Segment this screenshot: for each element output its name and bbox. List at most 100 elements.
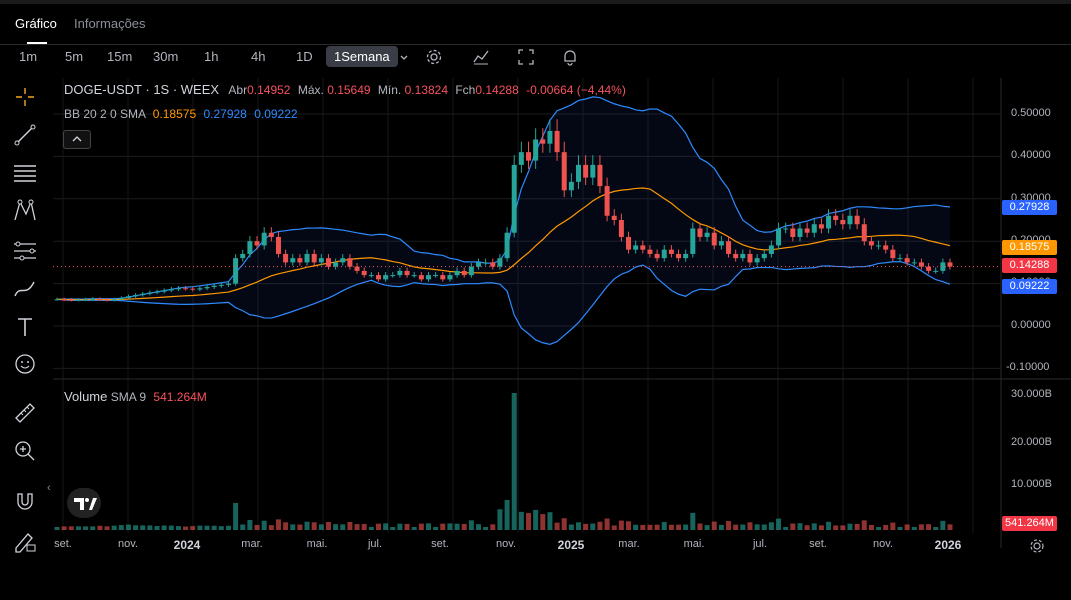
candle-body <box>911 262 917 264</box>
volume-bar <box>818 525 824 530</box>
candle-body <box>811 224 817 233</box>
candle-body <box>304 253 310 263</box>
timeframe-4h[interactable]: 4h <box>251 49 266 64</box>
volume-bar <box>90 526 96 530</box>
collapse-sidebar-icon[interactable]: ‹ <box>47 482 51 494</box>
indicators-icon[interactable] <box>471 47 491 67</box>
candle-body <box>418 275 424 280</box>
volume-bar <box>275 519 281 530</box>
candle-body <box>733 253 739 259</box>
brush-icon[interactable] <box>12 276 38 302</box>
candle-body <box>75 299 81 301</box>
timeframe-15m[interactable]: 15m <box>107 49 133 64</box>
top-strip <box>0 0 1071 4</box>
volume-bar <box>876 527 882 530</box>
volume-bar <box>118 525 124 530</box>
time-tick: set. <box>54 538 72 550</box>
candle-body <box>140 293 146 296</box>
candle-body <box>833 215 839 220</box>
volume-bar <box>711 521 717 530</box>
candle-body <box>697 228 703 237</box>
volume-bar <box>83 526 89 530</box>
price-tick: 0.40000 <box>1011 149 1051 161</box>
volume-bar <box>611 525 617 530</box>
tab-chart[interactable]: Gráfico <box>15 16 57 31</box>
volume-bar <box>483 527 489 530</box>
crosshair-icon[interactable] <box>12 84 38 110</box>
trend-line-icon[interactable] <box>12 122 38 148</box>
candle-body <box>840 220 846 225</box>
volume-bar <box>133 525 139 530</box>
price-tick: 0.00000 <box>1011 319 1051 331</box>
candle-body <box>147 292 153 294</box>
candle-body <box>433 275 439 277</box>
candle-body <box>454 270 460 276</box>
volume-bar <box>304 521 310 530</box>
volume-bar <box>104 526 110 530</box>
volume-bar <box>61 526 67 530</box>
tradingview-logo[interactable] <box>67 488 101 518</box>
chevron-down-icon[interactable] <box>397 47 411 67</box>
horizontal-lines-icon[interactable] <box>12 160 38 186</box>
candle-body <box>168 289 174 291</box>
settings-gear-icon[interactable] <box>1028 537 1046 555</box>
volume-bar <box>161 525 167 530</box>
volume-bar <box>511 393 517 530</box>
lock-drawing-icon[interactable] <box>12 528 38 554</box>
candle-body <box>883 245 889 250</box>
timeframe-1d[interactable]: 1D <box>296 49 313 64</box>
alert-bell-icon[interactable] <box>560 47 580 67</box>
volume-bar <box>254 525 260 530</box>
candle-body <box>947 262 953 267</box>
ruler-icon[interactable] <box>12 400 38 426</box>
volume-bar <box>811 523 817 530</box>
zoom-in-icon[interactable] <box>12 438 38 464</box>
candle-body <box>540 139 546 144</box>
volume-bar <box>261 520 267 530</box>
candle-body <box>375 275 381 280</box>
volume-bar <box>183 526 189 530</box>
candle-body <box>918 262 924 267</box>
volume-bar <box>647 524 653 530</box>
candle-body <box>183 288 189 290</box>
prediction-icon[interactable] <box>12 238 38 264</box>
magnet-icon[interactable] <box>12 488 38 514</box>
volume-sma-value: 541.264M <box>153 390 207 404</box>
timeframe-1m[interactable]: 1m <box>19 49 38 64</box>
timeframe-1h[interactable]: 1h <box>204 49 219 64</box>
candle-body <box>54 299 60 301</box>
emoji-icon[interactable] <box>12 351 38 377</box>
timeframe-1week[interactable]: 1Semana <box>326 46 398 67</box>
candle-body <box>504 232 510 259</box>
candle-body <box>597 164 603 187</box>
volume-bar <box>768 522 774 530</box>
candle-body <box>626 236 632 250</box>
time-tick: jul. <box>367 538 383 550</box>
timeframe-5m[interactable]: 5m <box>65 49 84 64</box>
volume-bar <box>347 522 353 530</box>
volume-bar <box>640 524 646 530</box>
collapse-legend-button[interactable] <box>63 130 91 149</box>
pattern-icon[interactable] <box>12 198 38 224</box>
chart-area[interactable]: DOGE-USDT · 1S · WEEX Abr0.14952 Máx. 0.… <box>53 78 1071 560</box>
bb-lower-value: 0.09222 <box>254 107 298 121</box>
timeframe-30m[interactable]: 30m <box>153 49 179 64</box>
volume-legend[interactable]: Volume SMA 9 541.264M <box>64 389 207 404</box>
volume-bar <box>747 522 753 530</box>
gear-icon[interactable] <box>424 47 444 67</box>
volume-bar <box>861 520 867 530</box>
candle-body <box>175 288 181 290</box>
candle-body <box>411 275 417 277</box>
fullscreen-icon[interactable] <box>516 47 536 67</box>
bb-legend[interactable]: BB 20 2 0 SMA 0.18575 0.27928 0.09222 <box>64 107 298 121</box>
volume-bar <box>168 525 174 530</box>
candle-body <box>425 275 431 280</box>
candlestick-chart[interactable] <box>53 78 1071 560</box>
candle-body <box>683 253 689 259</box>
tab-info[interactable]: Informações <box>74 16 146 31</box>
text-icon[interactable] <box>12 314 38 340</box>
bb-lower-line <box>56 261 951 345</box>
bb-basis-line <box>56 187 951 301</box>
volume-bar <box>218 526 224 530</box>
candle-body <box>654 253 660 259</box>
